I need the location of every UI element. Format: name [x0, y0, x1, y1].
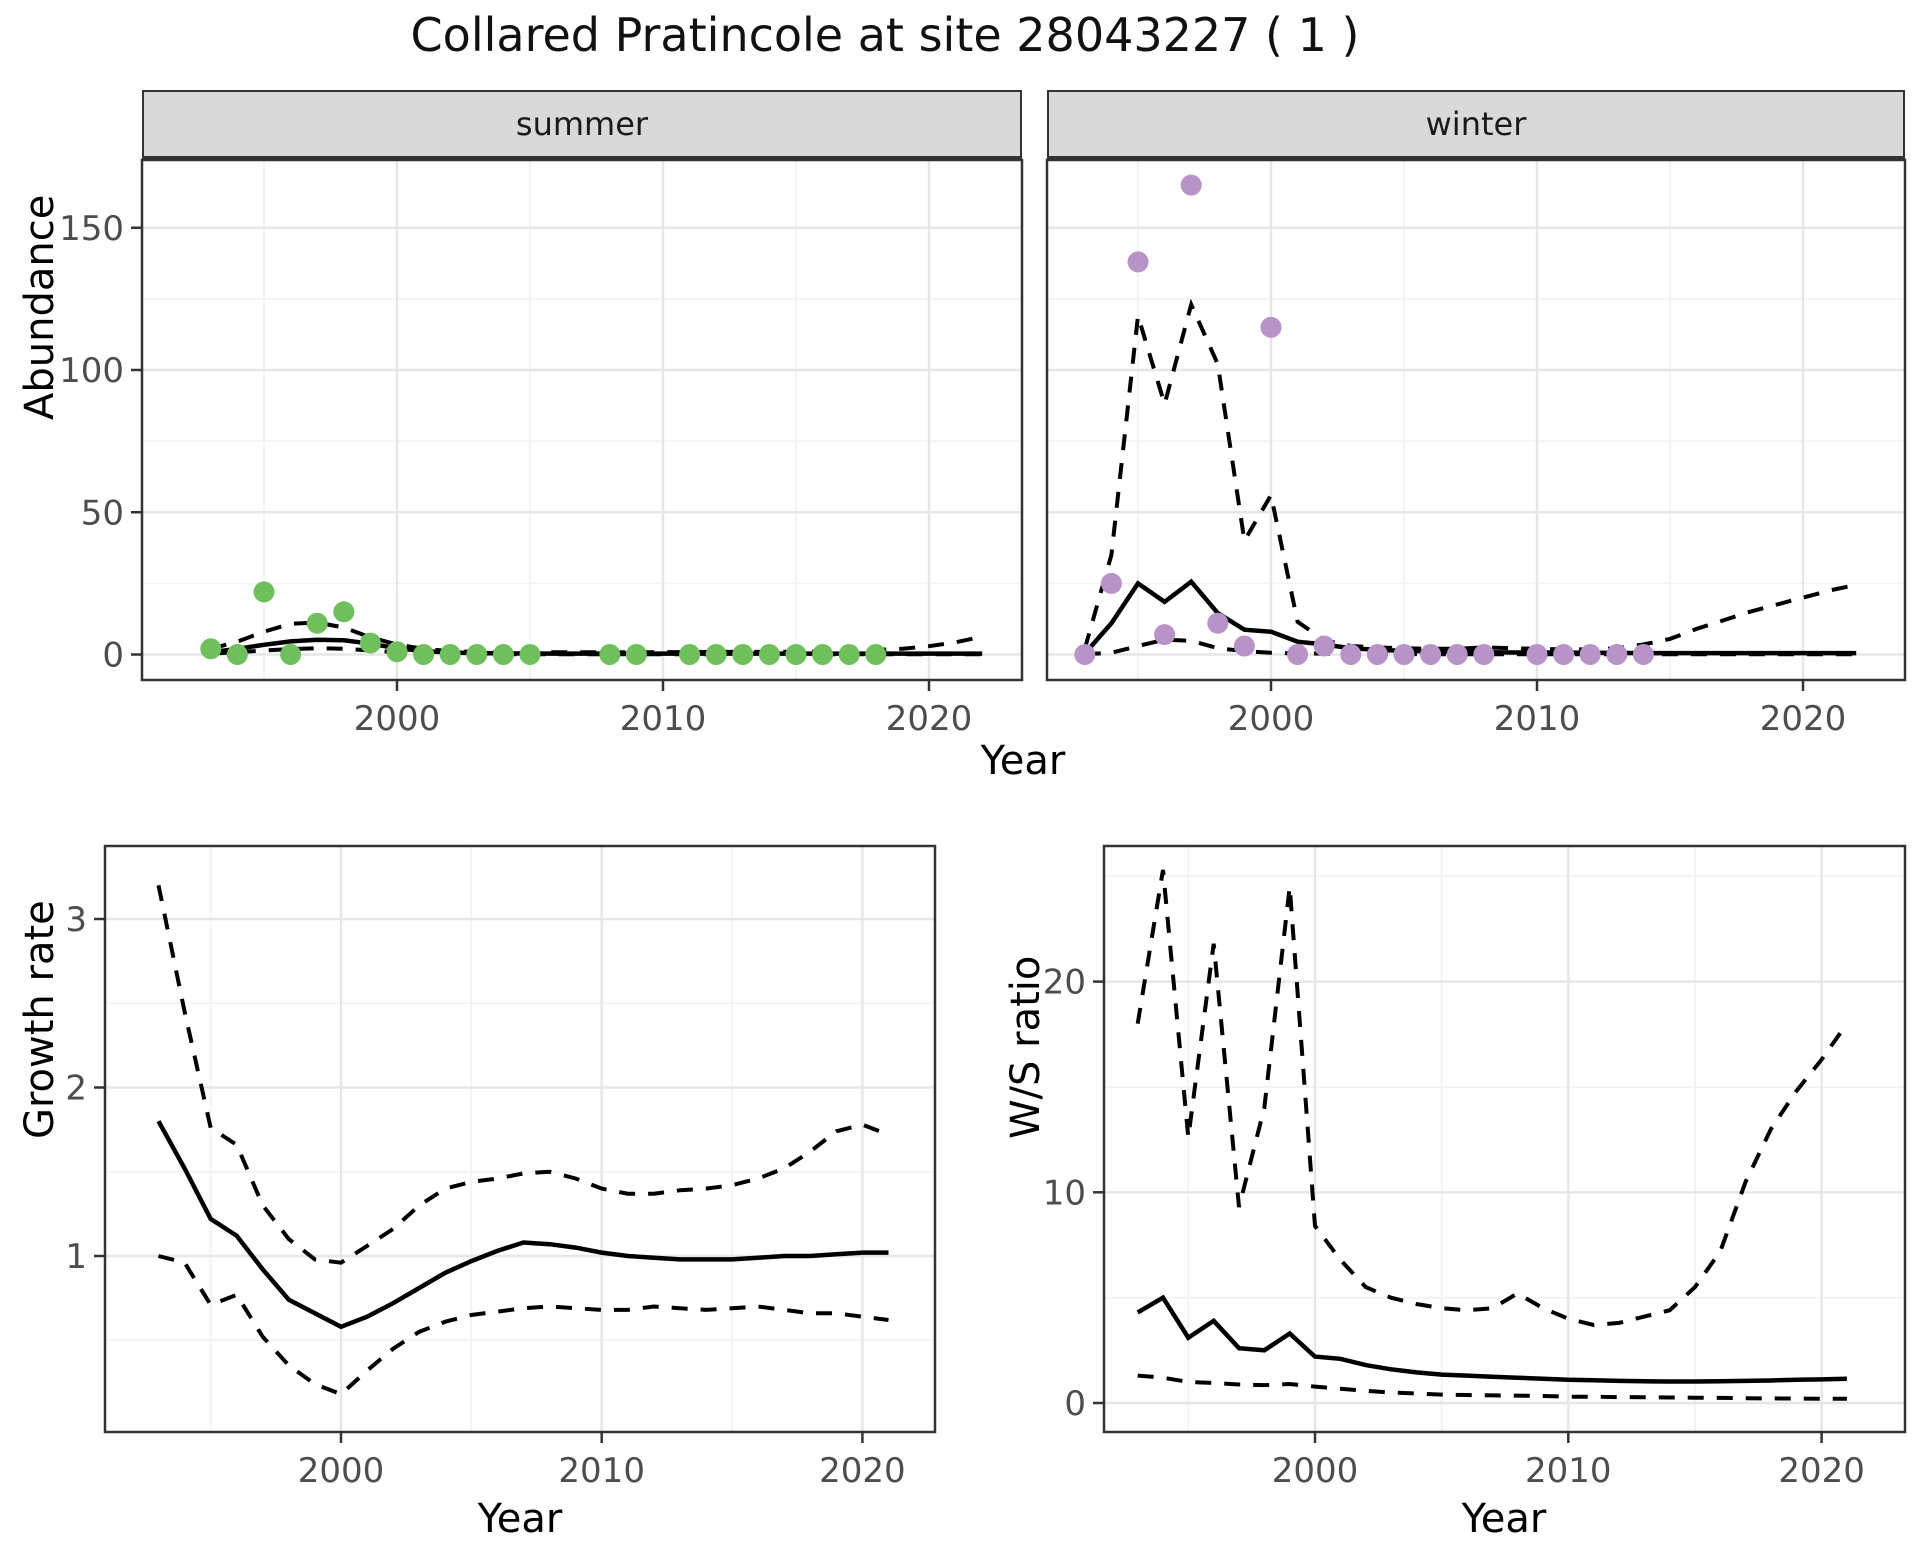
winter-data-point: [1207, 612, 1229, 634]
winter-data-point: [1393, 644, 1415, 665]
summer-data-point: [386, 641, 408, 663]
x-tick-label: 2020: [886, 699, 973, 739]
x-tick-label: 2000: [1228, 699, 1315, 739]
x-tick-label: 2020: [1760, 699, 1847, 739]
y-tick-label: 0: [102, 636, 124, 676]
winter-data-point: [1074, 644, 1096, 665]
winter-data-point: [1606, 644, 1628, 665]
summer-data-point: [838, 644, 860, 665]
growth-fit-line: [156, 1120, 889, 1330]
panel-summer: 2000 2010 2020 0 50 100 150: [59, 158, 1024, 739]
x-tick-label: 2000: [1272, 1451, 1359, 1491]
panel-background-summer: [142, 160, 1022, 680]
winter-data-point: [1473, 644, 1495, 665]
winter-data-point: [1313, 635, 1335, 657]
summer-data-point: [625, 644, 647, 665]
x-tick-label: 2010: [1525, 1451, 1612, 1491]
panel-background-growth: [105, 846, 935, 1432]
summer-data-point: [466, 644, 488, 665]
summer-data-point: [519, 644, 541, 665]
panel-border-summer: [140, 158, 1024, 682]
facet-strip-summer-label: summer: [515, 105, 649, 143]
year-axis-label-bottom-right: Year: [1461, 1496, 1547, 1542]
summer-data-point: [599, 644, 621, 665]
summer-data-point: [492, 644, 514, 665]
panel-background-winter: [1047, 160, 1905, 680]
y-tick-label: 100: [59, 351, 124, 391]
x-tick-label: 2000: [354, 699, 441, 739]
winter-data-point: [1154, 624, 1176, 646]
summer-data-point: [226, 644, 248, 665]
winter-data-point: [1553, 644, 1575, 665]
summer-data-point: [306, 612, 328, 634]
winter-data-point: [1180, 174, 1202, 196]
panel-border-ws: [1102, 844, 1907, 1434]
winter-data-point: [1340, 644, 1362, 665]
y-tick-label: 150: [59, 209, 124, 249]
summer-data-point: [705, 644, 727, 665]
winter-data-point: [1579, 644, 1601, 665]
summer-data-point: [413, 644, 435, 665]
x-tick-label: 2010: [1494, 699, 1581, 739]
summer-data-point: [865, 644, 887, 665]
summer-data-point: [812, 644, 834, 665]
y-tick-label: 20: [1043, 963, 1086, 1003]
year-axis-label-bottom-left: Year: [477, 1496, 563, 1542]
y-tick-label: 1: [65, 1237, 87, 1277]
winter-data-point: [1100, 572, 1122, 594]
ws-lower-ci-line: [1137, 1373, 1847, 1401]
winter-data-point: [1260, 316, 1282, 338]
facet-strip-winter-label: winter: [1425, 105, 1527, 143]
winter-data-point: [1446, 644, 1468, 665]
summer-data-point: [679, 644, 701, 665]
winter-data-point: [1233, 635, 1255, 657]
summer-data-point: [333, 601, 355, 623]
y-tick-label: 0: [1064, 1384, 1086, 1424]
panel-ws: 2000 2010 2020 0 10 20: [1043, 844, 1907, 1491]
y-tick-label: 2: [65, 1069, 87, 1109]
summer-data-point: [439, 644, 461, 665]
ws-fit-line: [1136, 1294, 1847, 1384]
x-tick-label: 2010: [620, 699, 707, 739]
panel-border-winter: [1045, 158, 1907, 682]
winter-upper-ci-line: [1082, 298, 1857, 652]
summer-data-point: [785, 644, 807, 665]
summer-data-point: [758, 644, 780, 665]
summer-data-point: [253, 581, 275, 603]
y-tick-label: 50: [81, 493, 124, 533]
summer-data-point: [200, 638, 222, 660]
growth-lower-ci-line: [158, 1254, 889, 1397]
y-tick-label: 10: [1043, 1173, 1086, 1213]
panel-growth: 2000 2010 2020 1 2 3: [65, 844, 937, 1491]
winter-data-point: [1127, 251, 1149, 273]
chart-title: Collared Pratincole at site 28043227 ( 1…: [410, 8, 1360, 62]
panel-background-ws: [1104, 846, 1905, 1432]
summer-data-point: [280, 644, 302, 665]
x-tick-label: 2020: [1778, 1451, 1865, 1491]
year-axis-label-top: Year: [980, 738, 1066, 784]
winter-data-point: [1366, 644, 1388, 665]
summer-data-point: [732, 644, 754, 665]
x-tick-label: 2020: [819, 1451, 906, 1491]
facet-strip-summer: summer: [142, 90, 1022, 160]
facet-strip-winter: winter: [1047, 90, 1905, 160]
winter-data-point: [1287, 644, 1309, 665]
winter-data-point: [1526, 644, 1548, 665]
panel-border-growth: [103, 844, 937, 1434]
x-tick-label: 2010: [558, 1451, 645, 1491]
x-tick-label: 2000: [298, 1451, 385, 1491]
y-tick-label: 3: [65, 900, 87, 940]
winter-data-point: [1420, 644, 1442, 665]
growth-upper-ci-line: [156, 884, 890, 1265]
panel-winter: 2000 2010 2020: [1045, 158, 1907, 739]
winter-data-point: [1632, 644, 1654, 665]
summer-data-point: [359, 632, 381, 654]
